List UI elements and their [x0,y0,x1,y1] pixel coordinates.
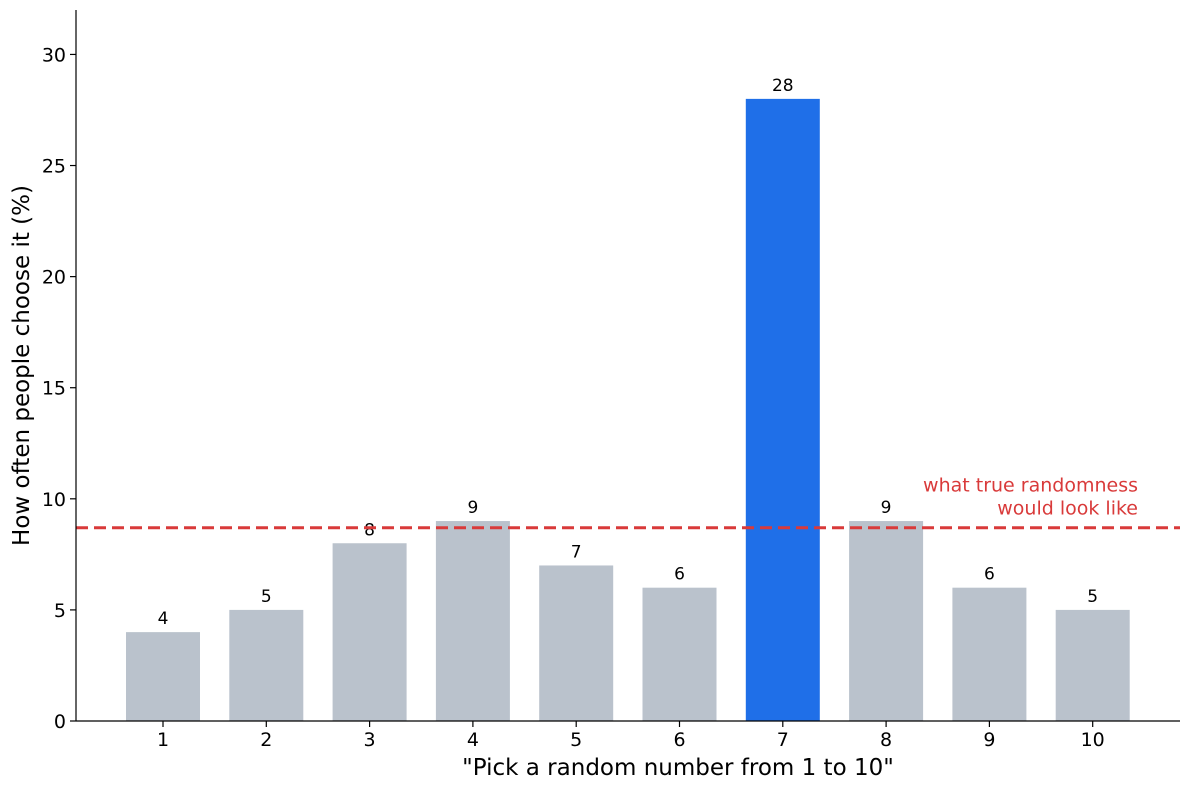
y-tick-label: 20 [42,267,66,289]
bar-1 [126,632,200,721]
bar-7 [745,98,820,721]
bar-value-label-7: 28 [772,76,794,96]
y-tick-label: 10 [42,489,66,511]
bar-8 [849,521,924,721]
bar-value-label-8: 9 [881,498,892,518]
bars-group [126,98,1130,721]
y-tick-label: 5 [54,600,66,622]
y-axis-title: How often people choose it (%) [9,185,35,546]
bar-9 [952,587,1027,721]
x-tick-label: 7 [777,729,789,751]
x-tick-label: 6 [673,729,685,751]
x-axis-title: "Pick a random number from 1 to 10" [462,755,894,781]
y-tick-label: 15 [42,378,66,400]
reference-line-label-line2: would look like [997,498,1138,520]
bar-data-labels: 4 5 8 9 7 6 28 9 6 5 [158,76,1099,629]
x-tick-label: 3 [364,729,376,751]
x-tick-label: 5 [570,729,582,751]
bar-value-label-1: 4 [158,609,169,629]
x-tick-label: 4 [467,729,479,751]
y-tick-label: 30 [42,44,66,66]
bar-value-label-6: 6 [674,565,685,585]
x-tick-label: 10 [1081,729,1105,751]
bar-4 [435,521,510,721]
bar-value-label-10: 5 [1087,587,1098,607]
bar-value-label-9: 6 [984,565,995,585]
bar-5 [539,565,614,721]
x-tick-label: 9 [983,729,995,751]
x-axis-ticks: 1 2 3 4 5 6 7 8 9 10 [157,721,1105,751]
bar-10 [1055,609,1130,721]
bar-2 [229,609,304,721]
reference-line-label-line1: what true randomness [923,475,1138,497]
bar-3 [332,543,407,721]
x-tick-label: 1 [157,729,169,751]
x-tick-label: 2 [260,729,272,751]
y-axis-ticks: 0 5 10 15 20 25 30 [42,44,76,733]
x-tick-label: 8 [880,729,892,751]
bar-value-label-4: 9 [467,498,478,518]
bar-value-label-5: 7 [571,542,582,562]
bar-value-label-2: 5 [261,587,272,607]
y-tick-label: 25 [42,156,66,178]
bar-6 [642,587,717,721]
y-tick-label: 0 [54,711,66,733]
bar-value-label-3: 8 [364,520,375,540]
